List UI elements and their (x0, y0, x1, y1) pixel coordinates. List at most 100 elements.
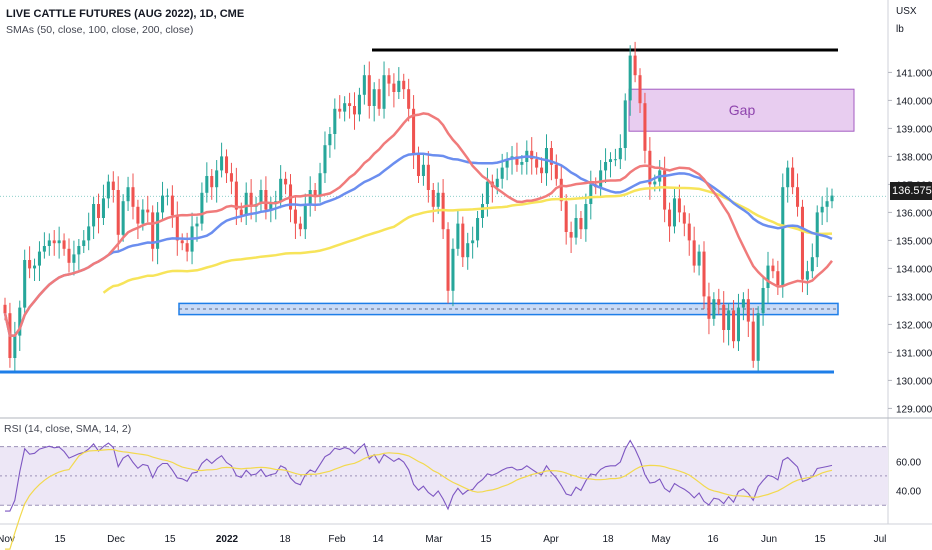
sma-100-line (3, 152, 833, 337)
candle-body (805, 271, 809, 280)
candle-body (318, 173, 322, 196)
candle-body (224, 156, 229, 174)
candle-body (604, 162, 608, 171)
gap-zone (628, 88, 855, 132)
candle-body (559, 178, 563, 202)
candle-body (677, 198, 681, 213)
time-tick-label: 15 (480, 534, 492, 545)
candle-body (244, 192, 248, 216)
time-tick-label: Apr (543, 534, 559, 545)
candle-body (810, 257, 814, 272)
price-tick-label: 132.000 (896, 320, 932, 331)
candle-body (343, 103, 347, 112)
candle-body (67, 248, 71, 263)
candle-body (293, 209, 297, 224)
candle-body (800, 206, 804, 280)
candle-body (530, 150, 534, 160)
candle-body (264, 190, 268, 210)
candle-body (825, 201, 829, 207)
candle-body (308, 190, 312, 204)
candle-body (3, 304, 7, 314)
candle-body (392, 83, 396, 92)
chart-title: LIVE CATTLE FUTURES (AUG 2022), 1D, CME (6, 8, 245, 20)
candle-body (170, 195, 174, 216)
candle-body (249, 192, 253, 207)
sma-200-line (102, 186, 833, 294)
candle-body (229, 173, 233, 182)
rsi-tick-label: 40.00 (896, 487, 921, 498)
candle-body (121, 201, 125, 235)
candle-body (451, 248, 455, 291)
last-price-tag: 136.575 (890, 182, 932, 200)
time-tick-label: 2022 (216, 534, 239, 545)
candle-body (461, 223, 465, 258)
candle-body (372, 89, 376, 106)
candle-body (42, 246, 46, 252)
candle-body (116, 190, 120, 235)
candle-body (33, 265, 37, 269)
candle-body (653, 181, 657, 185)
candle-body (47, 240, 51, 246)
candle-body (608, 159, 613, 162)
price-tick-label: 130.000 (896, 376, 932, 387)
candle-body (692, 240, 696, 266)
time-tick-label: Mar (425, 534, 443, 545)
candle-body (820, 206, 824, 213)
candle-body (146, 209, 150, 213)
candle-body (426, 164, 430, 190)
candle-body (717, 299, 721, 305)
candle-body (456, 223, 460, 249)
candle-body (761, 288, 765, 314)
candle-body (732, 310, 736, 342)
candle-body (52, 240, 56, 244)
time-tick-label: 15 (814, 534, 826, 545)
candle-body (23, 260, 27, 308)
candle-body (520, 162, 524, 165)
price-tick-label: 139.000 (896, 124, 932, 135)
candle-body (284, 178, 288, 185)
candle-body (323, 145, 327, 174)
candle-body (712, 299, 716, 319)
price-tick-label: 140.000 (896, 96, 932, 107)
candle-body (697, 251, 701, 266)
rsi-tick-label: 60.00 (896, 457, 921, 468)
candle-body (298, 223, 302, 230)
time-tick-label: 16 (707, 534, 719, 545)
candle-body (554, 164, 558, 179)
candle-body (111, 181, 115, 190)
candle-body (151, 212, 155, 249)
candle-body (234, 181, 238, 210)
candle-body (722, 304, 726, 330)
candle-body (57, 240, 61, 244)
candle-body (618, 148, 622, 160)
candle-body (628, 55, 632, 101)
candle-body (466, 243, 470, 258)
candle-body (77, 246, 81, 255)
candle-body (92, 204, 96, 227)
sma-indicator-label: SMAs (50, close, 100, close, 200, close) (6, 24, 194, 36)
candle-body (382, 75, 386, 109)
candle-body (259, 190, 263, 204)
candle-body (185, 243, 189, 252)
candle-body (303, 204, 307, 230)
candle-body (756, 313, 760, 361)
candle-body (412, 108, 416, 154)
candle-body (599, 170, 603, 188)
candle-body (643, 103, 647, 151)
candle-body (446, 229, 450, 291)
candle-body (367, 75, 371, 106)
candle-body (431, 190, 435, 207)
time-tick-label: 18 (279, 534, 291, 545)
candle-body (180, 240, 184, 244)
candle-body (82, 240, 86, 246)
candle-body (633, 55, 637, 76)
candle-body (215, 170, 219, 188)
candle-body (776, 271, 780, 286)
measure-unit-label: lb (896, 24, 904, 35)
candle-body (348, 103, 352, 106)
candle-body (741, 299, 745, 308)
candle-body (195, 223, 199, 227)
rsi-indicator-label: RSI (14, close, SMA, 14, 2) (4, 423, 132, 435)
candle-body (357, 94, 361, 115)
